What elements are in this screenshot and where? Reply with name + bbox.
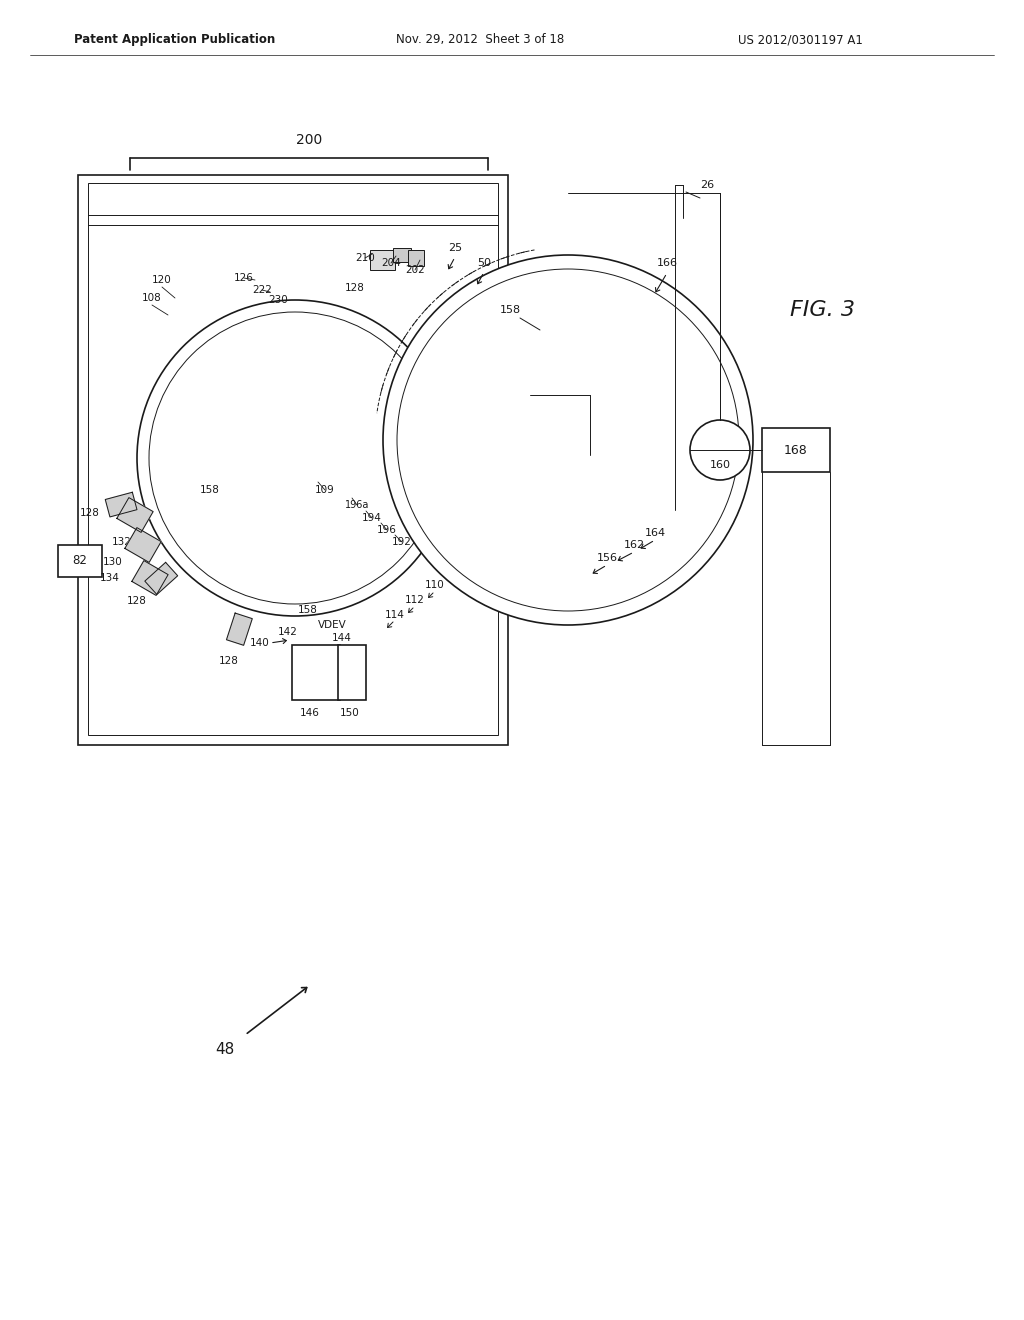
Polygon shape xyxy=(117,498,154,532)
Text: 200: 200 xyxy=(296,133,323,147)
Bar xyxy=(58,545,102,577)
Text: 128: 128 xyxy=(345,282,365,293)
Bar xyxy=(393,248,411,261)
Text: 112: 112 xyxy=(406,595,425,605)
Text: 50: 50 xyxy=(477,257,490,268)
Text: Patent Application Publication: Patent Application Publication xyxy=(75,33,275,46)
Text: 142: 142 xyxy=(279,627,298,638)
Text: 160: 160 xyxy=(710,459,730,470)
Circle shape xyxy=(137,300,453,616)
Bar xyxy=(408,249,424,267)
Text: Nov. 29, 2012  Sheet 3 of 18: Nov. 29, 2012 Sheet 3 of 18 xyxy=(396,33,564,46)
Polygon shape xyxy=(144,562,177,594)
Circle shape xyxy=(397,269,739,611)
Text: US 2012/0301197 A1: US 2012/0301197 A1 xyxy=(737,33,862,46)
Text: 109: 109 xyxy=(315,484,335,495)
Text: 202: 202 xyxy=(406,265,425,275)
Text: 128: 128 xyxy=(127,595,146,606)
Circle shape xyxy=(690,420,750,480)
Text: 222: 222 xyxy=(252,285,272,294)
Text: 128: 128 xyxy=(79,508,99,519)
Text: 158: 158 xyxy=(500,305,520,315)
Text: 194: 194 xyxy=(362,513,382,523)
Text: 82: 82 xyxy=(73,554,87,568)
Text: 162: 162 xyxy=(624,540,644,550)
Polygon shape xyxy=(226,612,252,645)
Text: 26: 26 xyxy=(700,180,714,190)
Bar xyxy=(88,183,498,735)
Text: 196a: 196a xyxy=(345,500,370,510)
Text: 166: 166 xyxy=(656,257,678,268)
Text: VDEV: VDEV xyxy=(317,620,346,630)
Text: 114: 114 xyxy=(385,610,404,620)
Polygon shape xyxy=(132,561,168,595)
Text: 144: 144 xyxy=(332,634,352,643)
Text: 134: 134 xyxy=(100,573,120,583)
Text: 132: 132 xyxy=(112,537,132,546)
Bar xyxy=(370,249,395,271)
Text: 196: 196 xyxy=(377,525,397,535)
Text: 48: 48 xyxy=(215,1043,234,1057)
Text: FIG. 3: FIG. 3 xyxy=(790,300,855,319)
Text: 128: 128 xyxy=(219,656,240,665)
Text: 156: 156 xyxy=(597,553,617,564)
Text: 150: 150 xyxy=(340,708,359,718)
Text: 146: 146 xyxy=(300,708,319,718)
Text: 192: 192 xyxy=(392,537,412,546)
Text: 210: 210 xyxy=(355,253,375,263)
Text: 140: 140 xyxy=(250,638,270,648)
Text: 126: 126 xyxy=(234,273,254,282)
Circle shape xyxy=(150,312,441,605)
Text: 158: 158 xyxy=(298,605,317,615)
Bar xyxy=(338,645,366,700)
Text: 110: 110 xyxy=(425,579,444,590)
Polygon shape xyxy=(105,492,137,517)
Bar xyxy=(762,428,830,473)
Text: 120: 120 xyxy=(153,275,172,285)
Text: 204: 204 xyxy=(381,257,400,268)
Text: 168: 168 xyxy=(784,444,808,457)
Text: 130: 130 xyxy=(103,557,123,568)
Circle shape xyxy=(383,255,753,624)
Bar xyxy=(78,176,508,744)
Text: 108: 108 xyxy=(142,293,162,304)
Text: 230: 230 xyxy=(268,294,288,305)
Text: 25: 25 xyxy=(447,243,462,253)
Text: 164: 164 xyxy=(644,528,666,539)
Text: 158: 158 xyxy=(200,484,220,495)
Bar xyxy=(292,645,340,700)
Polygon shape xyxy=(125,528,161,562)
